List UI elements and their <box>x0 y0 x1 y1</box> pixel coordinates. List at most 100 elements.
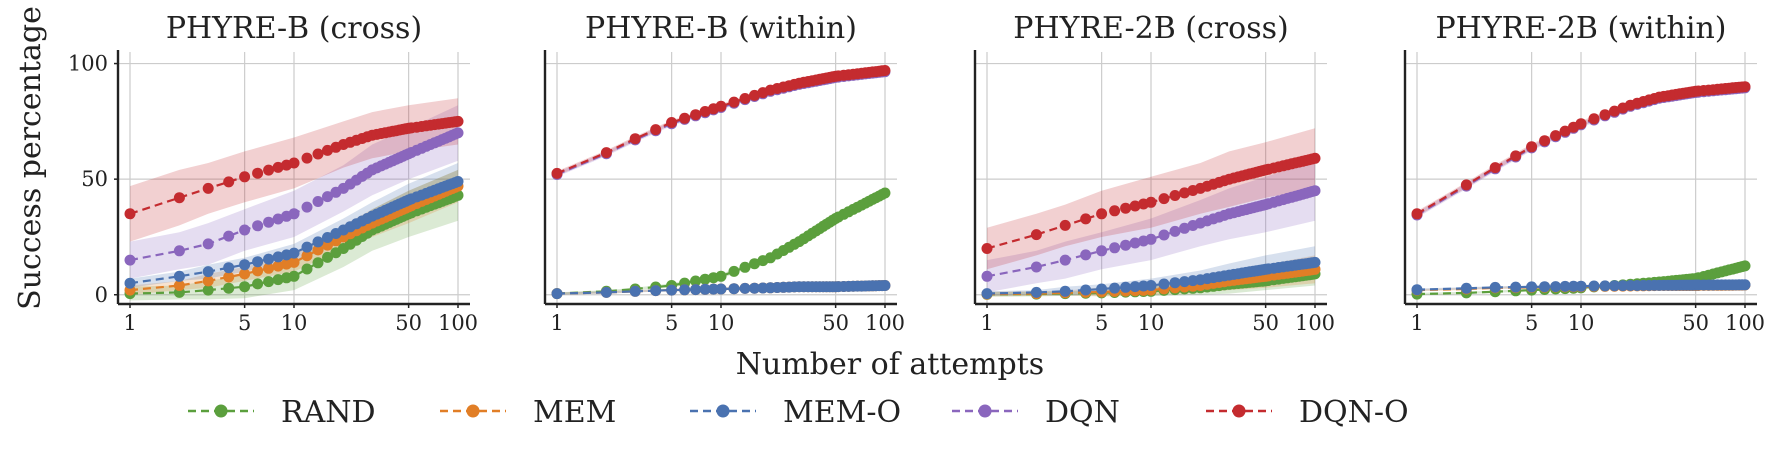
data-point-dqn-o <box>1550 130 1562 142</box>
data-point-mem <box>239 268 251 280</box>
legend: RAND MEM MEM-O DQN DQN-O <box>188 395 1409 430</box>
panel-title: PHYRE-2B (cross) <box>1013 11 1288 46</box>
data-point-dqn <box>1059 254 1071 266</box>
data-point-dqn <box>202 238 214 250</box>
data-point-dqn-o <box>1109 205 1121 217</box>
data-point-mem-o <box>629 285 641 297</box>
data-point-mem-o <box>263 253 275 265</box>
data-point-dqn-o <box>452 115 464 127</box>
data-point-dqn <box>124 254 136 266</box>
data-point-dqn <box>981 270 993 282</box>
data-point-mem-o <box>1169 277 1181 289</box>
data-point-rand <box>1739 260 1751 272</box>
data-point-mem <box>312 244 324 256</box>
y-tick-label: 50 <box>81 167 108 191</box>
data-point-mem-o <box>879 280 891 291</box>
data-point-mem-o <box>301 241 313 253</box>
data-point-mem <box>252 265 264 277</box>
data-point-dqn-o <box>739 93 751 104</box>
data-point-dqn-o <box>1096 208 1108 220</box>
data-point-mem-o <box>272 251 284 263</box>
data-point-mem-o <box>1096 283 1108 295</box>
data-point-mem <box>301 250 313 262</box>
plot-area <box>124 98 464 301</box>
y-tick-label: 0 <box>95 283 108 307</box>
data-point-mem-o <box>1599 280 1611 292</box>
legend-marker <box>466 404 480 418</box>
series-dqn <box>981 185 1321 282</box>
data-point-rand <box>272 274 284 286</box>
data-point-dqn <box>1158 229 1170 241</box>
panel-phyre-2b-within: PHYRE-2B (within) 1 5 10 50 100 <box>1403 11 1765 335</box>
data-point-rand <box>322 251 333 263</box>
band-mem <box>130 169 458 295</box>
data-point-rand <box>252 278 264 290</box>
data-point-rand <box>288 270 300 282</box>
data-point-mem-o <box>1179 276 1190 288</box>
data-point-dqn <box>272 213 284 225</box>
legend-item-dqn: DQN <box>952 395 1120 430</box>
series-mem-o <box>981 256 1321 300</box>
data-point-dqn <box>1080 249 1092 261</box>
data-point-dqn-o <box>1460 179 1472 191</box>
data-point-rand <box>223 282 235 294</box>
data-point-mem-o <box>1539 281 1551 293</box>
data-point-mem-o <box>1550 281 1562 293</box>
data-point-mem-o <box>699 283 711 295</box>
data-point-dqn <box>1096 245 1108 257</box>
data-point-rand <box>312 257 324 269</box>
data-point-mem-o <box>1145 280 1157 291</box>
data-point-mem-o <box>1510 281 1522 293</box>
x-tick-label: 1 <box>550 311 563 335</box>
series-dqn-o <box>1411 81 1751 220</box>
data-point-dqn-o <box>728 96 740 108</box>
x-tick-label: 50 <box>822 311 849 335</box>
y-tick-label: 100 <box>68 52 108 76</box>
data-point-dqn-o <box>301 152 313 164</box>
data-point-dqn-o <box>1129 200 1141 212</box>
legend-marker <box>978 404 992 418</box>
data-point-mem <box>288 256 300 268</box>
data-point-dqn-o <box>1158 193 1170 205</box>
x-tick-label: 10 <box>1568 311 1595 335</box>
data-point-dqn-o <box>1489 162 1501 174</box>
data-point-mem-o <box>690 284 702 296</box>
data-point-dqn-o <box>715 100 727 112</box>
data-point-mem-o <box>312 236 324 248</box>
plot-area <box>551 65 891 300</box>
data-point-dqn-o <box>679 112 691 124</box>
legend-label: RAND <box>281 395 376 430</box>
series-dqn-o <box>124 115 464 220</box>
x-tick-label: 1 <box>1410 311 1423 335</box>
panel-phyre-b-cross: PHYRE-B (cross) 1 5 10 50 100 0 50 100 <box>68 11 478 335</box>
data-point-dqn-o <box>1145 196 1157 208</box>
band-dqn <box>130 105 458 279</box>
legend-marker <box>214 404 228 418</box>
data-point-dqn <box>173 245 185 257</box>
data-point-mem-o <box>322 232 333 243</box>
data-point-mem-o <box>1120 281 1132 293</box>
data-point-mem-o <box>739 282 751 294</box>
x-tick-label: 1 <box>980 311 993 335</box>
data-point-mem-o <box>173 270 185 282</box>
data-point-dqn-o <box>263 164 275 176</box>
data-point-dqn <box>1129 237 1141 249</box>
data-point-dqn-o <box>666 117 678 128</box>
data-point-dqn-o <box>600 147 612 159</box>
series-mem-o <box>551 280 891 300</box>
data-point-mem-o <box>600 286 612 298</box>
data-point-mem-o <box>1080 284 1092 296</box>
data-point-dqn <box>312 196 324 207</box>
series-dqn-o <box>551 65 891 179</box>
x-tick-label: 100 <box>438 311 478 335</box>
x-tick-label: 10 <box>1138 311 1165 335</box>
data-point-dqn-o <box>173 192 185 204</box>
data-point-rand <box>301 263 313 275</box>
data-point-mem-o <box>749 282 760 294</box>
data-point-mem-o <box>551 288 563 300</box>
data-point-dqn-o <box>322 144 333 156</box>
data-point-mem-o <box>1158 278 1170 290</box>
data-point-mem <box>272 260 284 272</box>
